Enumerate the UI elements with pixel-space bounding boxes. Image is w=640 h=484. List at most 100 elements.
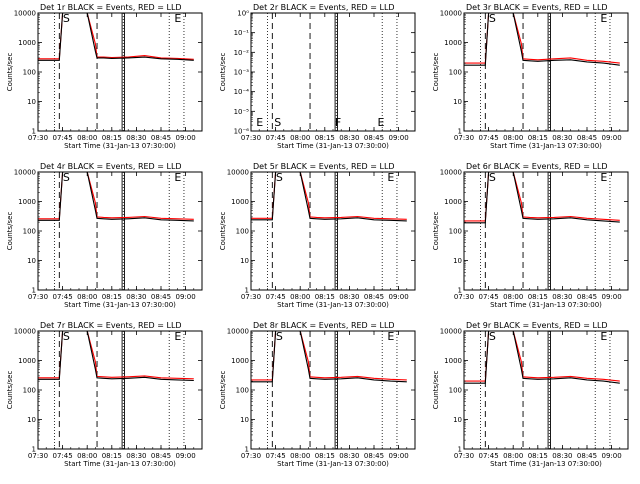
panel-title: Det 8r BLACK = Events, RED = LLD bbox=[253, 321, 395, 330]
y-axis-label: Counts/sec bbox=[432, 212, 440, 251]
marker-label-e: E bbox=[387, 330, 394, 343]
y-tick-label: 100 bbox=[236, 228, 249, 236]
marker-label-s: S bbox=[63, 330, 70, 343]
marker-label-e: E bbox=[174, 171, 181, 184]
y-tick-label: 1000 bbox=[18, 39, 36, 47]
plot-frame bbox=[37, 12, 203, 132]
x-axis-label: Start Time (31-Jan-13 07:30:00) bbox=[64, 460, 176, 468]
y-tick-label: 1 bbox=[245, 287, 249, 295]
y-tick-label: 1 bbox=[458, 128, 462, 136]
x-tick-label: 08:45 bbox=[364, 452, 384, 460]
x-tick-label: 07:45 bbox=[53, 452, 73, 460]
x-tick-label: 07:30 bbox=[241, 293, 261, 301]
x-tick-label: 08:15 bbox=[315, 134, 335, 142]
marker-label-s: S bbox=[489, 330, 496, 343]
y-tick-label: 100 bbox=[23, 69, 36, 77]
plot-frame bbox=[250, 12, 416, 132]
x-tick-label: 08:30 bbox=[126, 452, 146, 460]
series-line-events bbox=[38, 172, 194, 222]
panel-title: Det 6r BLACK = Events, RED = LLD bbox=[466, 162, 608, 171]
x-tick-label: 08:00 bbox=[503, 293, 523, 301]
y-tick-label: 10000 bbox=[14, 328, 36, 336]
x-tick-label: 08:00 bbox=[77, 452, 97, 460]
series-group bbox=[38, 13, 194, 61]
y-tick-label: 1 bbox=[458, 446, 462, 454]
marker-label-s: S bbox=[276, 171, 283, 184]
y-axis-label: Counts/sec bbox=[219, 371, 227, 410]
panel-title: Det 5r BLACK = Events, RED = LLD bbox=[253, 162, 395, 171]
y-tick-label: 10 bbox=[453, 416, 462, 424]
panel-title: Det 2r BLACK = Events, RED = LLD bbox=[253, 3, 395, 12]
x-axis-label: Start Time (31-Jan-13 07:30:00) bbox=[490, 142, 602, 150]
y-tick-label: 10000 bbox=[440, 169, 462, 177]
x-tick-label: 07:45 bbox=[266, 452, 286, 460]
x-tick-label: 07:45 bbox=[479, 452, 499, 460]
x-tick-label: 08:30 bbox=[339, 134, 359, 142]
y-tick-label: 100 bbox=[449, 387, 462, 395]
x-tick-label: 07:30 bbox=[28, 134, 48, 142]
x-tick-label: 08:45 bbox=[364, 293, 384, 301]
y-tick-label: 10000 bbox=[440, 328, 462, 336]
x-tick-label: 09:00 bbox=[602, 293, 622, 301]
y-axis-label: Counts/sec bbox=[432, 371, 440, 410]
x-tick-label: 07:45 bbox=[479, 134, 499, 142]
x-tick-label: 07:30 bbox=[28, 452, 48, 460]
x-tick-label: 08:15 bbox=[102, 452, 122, 460]
x-axis-label: Start Time (31-Jan-13 07:30:00) bbox=[277, 301, 389, 309]
y-tick-label: 1000 bbox=[18, 198, 36, 206]
x-tick-label: 09:00 bbox=[389, 452, 409, 460]
y-tick-label: 10 bbox=[27, 416, 36, 424]
series-line-events bbox=[464, 13, 620, 66]
x-tick-label: 08:45 bbox=[151, 452, 171, 460]
series-line-events bbox=[251, 172, 407, 222]
x-tick-label: 08:30 bbox=[552, 293, 572, 301]
x-tick-label: 07:30 bbox=[454, 134, 474, 142]
x-tick-label: 07:30 bbox=[454, 452, 474, 460]
x-tick-label: 08:45 bbox=[151, 293, 171, 301]
y-tick-label: 10⁻³ bbox=[234, 69, 250, 77]
x-tick-label: 08:30 bbox=[339, 452, 359, 460]
y-tick-label: 1 bbox=[458, 287, 462, 295]
x-tick-label: 08:30 bbox=[552, 134, 572, 142]
x-tick-label: 08:15 bbox=[528, 134, 548, 142]
plot-frame bbox=[463, 330, 629, 450]
y-tick-label: 10000 bbox=[227, 328, 249, 336]
y-tick-label: 10000 bbox=[227, 169, 249, 177]
y-axis-label: Counts/sec bbox=[6, 53, 14, 92]
x-tick-label: 09:00 bbox=[389, 134, 409, 142]
y-tick-label: 10000 bbox=[14, 169, 36, 177]
series-group bbox=[464, 331, 620, 384]
series-group bbox=[251, 172, 407, 222]
marker-label-e: E bbox=[600, 171, 607, 184]
marker-label-s: S bbox=[63, 171, 70, 184]
marker-label-e: E bbox=[387, 171, 394, 184]
y-tick-label: 100 bbox=[23, 387, 36, 395]
series-line-events bbox=[38, 13, 194, 61]
marker-label-e: E bbox=[378, 116, 385, 129]
x-tick-label: 08:15 bbox=[102, 293, 122, 301]
series-group bbox=[464, 13, 620, 66]
y-tick-label: 100 bbox=[23, 228, 36, 236]
x-axis-label: Start Time (31-Jan-13 07:30:00) bbox=[277, 460, 389, 468]
panel-title: Det 9r BLACK = Events, RED = LLD bbox=[466, 321, 608, 330]
panel-title: Det 1r BLACK = Events, RED = LLD bbox=[40, 3, 182, 12]
x-tick-label: 08:00 bbox=[290, 293, 310, 301]
plot-frame bbox=[37, 330, 203, 450]
y-tick-label: 1 bbox=[32, 287, 36, 295]
series-line-events bbox=[464, 172, 620, 224]
marker-label-s: S bbox=[489, 12, 496, 25]
y-tick-label: 10 bbox=[27, 257, 36, 265]
y-tick-label: 10⁻⁴ bbox=[234, 88, 250, 96]
x-tick-label: 07:30 bbox=[28, 293, 48, 301]
y-tick-label: 1 bbox=[245, 446, 249, 454]
series-group bbox=[251, 331, 407, 383]
plot-frame bbox=[463, 12, 629, 132]
x-axis-label: Start Time (31-Jan-13 07:30:00) bbox=[490, 460, 602, 468]
plot-frame bbox=[463, 171, 629, 291]
y-tick-label: 1 bbox=[32, 446, 36, 454]
